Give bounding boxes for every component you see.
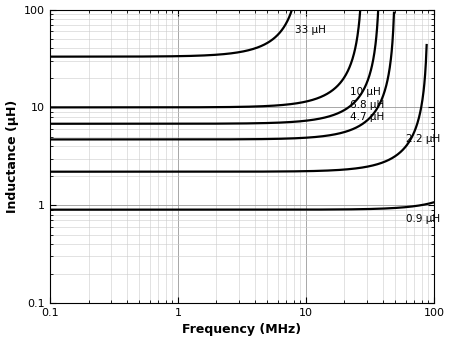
Text: 6.8 μH: 6.8 μH [350,100,384,110]
X-axis label: Frequency (MHz): Frequency (MHz) [182,324,302,337]
Text: 2.2 μH: 2.2 μH [405,134,440,144]
Text: 10 μH: 10 μH [350,87,381,96]
Text: 4.7 μH: 4.7 μH [350,112,384,122]
Y-axis label: Inductance (μH): Inductance (μH) [5,100,18,213]
Text: 0.9 μH: 0.9 μH [405,214,440,224]
Text: 33 μH: 33 μH [295,25,326,35]
